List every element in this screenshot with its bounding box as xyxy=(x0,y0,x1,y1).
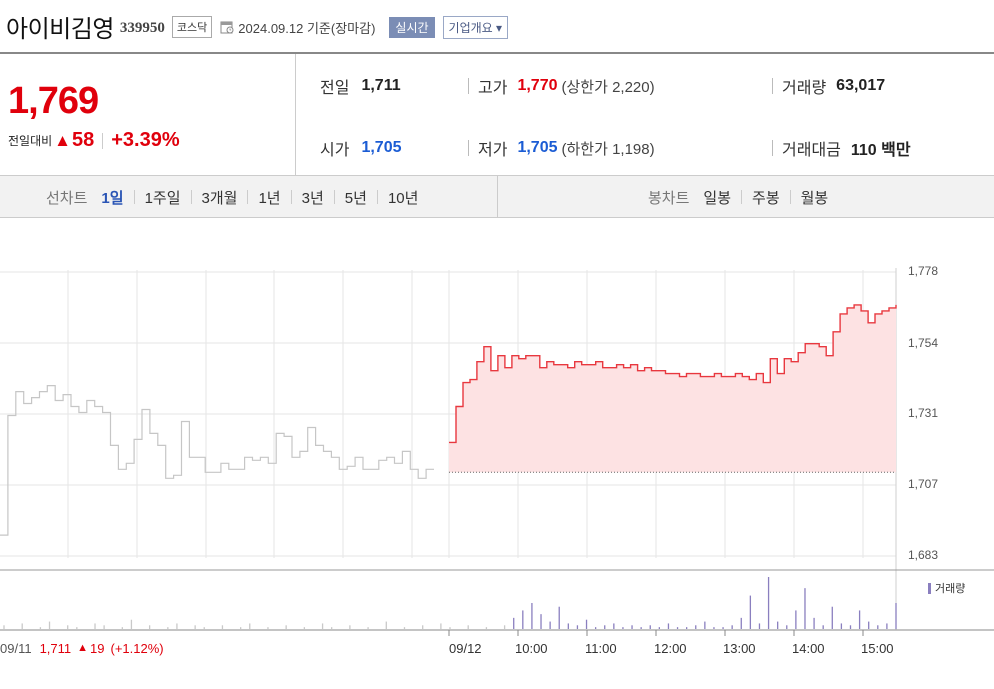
current-price: 1,769 xyxy=(8,80,99,122)
stock-name: 아이비김영 xyxy=(6,15,114,43)
tab-1w[interactable]: 1주일 xyxy=(144,189,181,207)
price-chart: 1,778 1,754 1,731 1,707 1,683 거래량 09/11 … xyxy=(0,218,994,689)
tab-1y[interactable]: 1년 xyxy=(258,189,281,207)
candle-chart-title: 봉차트 xyxy=(648,189,690,207)
stock-code: 339950 xyxy=(119,19,165,36)
tab-separator xyxy=(789,190,791,204)
change-percent: +3.39% xyxy=(111,129,180,151)
realtime-button[interactable]: 실시간 xyxy=(389,16,435,38)
tab-separator xyxy=(333,190,335,204)
prev-day-change: 19 xyxy=(90,641,105,656)
cell-divider xyxy=(468,140,469,156)
today-area xyxy=(449,304,896,473)
stock-header: 아이비김영 339950 코스닥 2024.09.12 기준(장마감) 실시간 … xyxy=(0,0,994,52)
x-tick-label: 13:00 xyxy=(723,641,756,656)
x-tick-label: 11:00 xyxy=(585,641,617,656)
tab-3m[interactable]: 3개월 xyxy=(201,189,238,207)
high-value: 1,770 xyxy=(517,77,558,94)
company-info-dropdown[interactable]: 기업개요 ▾ xyxy=(442,15,509,39)
prev-day-change-pct: (+1.12%) xyxy=(110,641,164,656)
open-label: 시가 xyxy=(320,142,350,159)
cell-divider xyxy=(772,78,773,94)
prev-day-line xyxy=(0,385,434,536)
upper-limit: (상한가 2,220) xyxy=(561,78,655,96)
x-tick-label: 12:00 xyxy=(654,641,687,656)
y-tick-label: 1,683 xyxy=(908,548,939,562)
trade-value-cell: 거래대금 110 백만 xyxy=(782,136,911,160)
tab-separator xyxy=(190,190,192,204)
price-change: 전일대비 ▲ 58 +3.39% xyxy=(8,129,180,152)
candle-chart-tabs: 봉차트 일봉 주봉 월봉 xyxy=(648,176,828,218)
tab-separator xyxy=(290,190,292,204)
tab-3y[interactable]: 3년 xyxy=(301,189,324,207)
x-tick-label: 14:00 xyxy=(792,641,825,656)
low-cell: 저가 1,705 (하한가 1,198) xyxy=(478,136,655,160)
tab-10y[interactable]: 10년 xyxy=(387,189,419,207)
low-label: 저가 xyxy=(478,142,508,159)
up-arrow-icon: ▲ xyxy=(77,642,89,654)
prev-day-date: 09/11 xyxy=(0,641,32,656)
today-line xyxy=(449,304,897,444)
change-divider xyxy=(102,132,104,149)
low-value: 1,705 xyxy=(517,139,558,156)
tab-separator xyxy=(133,190,135,204)
prev-day-summary: 09/11 1,711 ▲ 19 (+1.12%) xyxy=(0,641,164,656)
calendar-icon xyxy=(220,21,234,34)
volume-cell: 거래량 63,017 xyxy=(782,74,885,98)
prev-day-close: 1,711 xyxy=(39,641,72,656)
change-value: 58 xyxy=(72,129,95,151)
trade-value-label: 거래대금 xyxy=(782,142,841,159)
volume-value: 63,017 xyxy=(836,77,886,94)
chart-canvas xyxy=(0,268,994,636)
y-tick-label: 1,778 xyxy=(908,264,939,278)
chart-range-tabs: 선차트 1일 1주일 3개월 1년 3년 5년 10년 봉차트 일봉 주봉 월봉 xyxy=(0,176,994,218)
lower-limit: (하한가 1,198) xyxy=(561,140,655,158)
line-chart-tabs: 선차트 1일 1주일 3개월 1년 3년 5년 10년 xyxy=(46,176,418,218)
date-basis: 2024.09.12 기준(장마감) xyxy=(238,20,376,36)
cell-divider xyxy=(772,140,773,156)
y-tick-label: 1,754 xyxy=(908,336,939,350)
y-tick-label: 1,731 xyxy=(908,406,939,420)
tab-daily[interactable]: 일봉 xyxy=(703,189,732,207)
tab-weekly[interactable]: 주봉 xyxy=(752,189,780,207)
tab-5y[interactable]: 5년 xyxy=(344,189,367,207)
change-label: 전일대비 xyxy=(8,134,53,148)
volume-legend-swatch xyxy=(928,582,931,594)
x-tick-label: 10:00 xyxy=(515,641,548,656)
quote-panel: 1,769 전일대비 ▲ 58 +3.39% 전일 1,711 시가 1,705… xyxy=(0,52,994,176)
line-chart-title: 선차트 xyxy=(46,189,88,207)
high-cell: 고가 1,770 (상한가 2,220) xyxy=(478,74,655,98)
tab-separator xyxy=(741,190,743,204)
volume-label: 거래량 xyxy=(782,80,827,97)
up-arrow-icon: ▲ xyxy=(54,130,71,150)
tabs-divider xyxy=(497,176,498,218)
tab-1d[interactable]: 1일 xyxy=(101,189,124,207)
high-label: 고가 xyxy=(478,80,508,97)
volume-legend-label: 거래량 xyxy=(935,583,966,595)
x-tick-label: 09/12 xyxy=(449,641,482,656)
prev-close-label: 전일 xyxy=(320,80,350,97)
tab-separator xyxy=(376,190,378,204)
prev-close-cell: 전일 1,711 xyxy=(320,74,401,98)
current-price-box: 1,769 전일대비 ▲ 58 +3.39% xyxy=(0,54,296,176)
volume-legend: 거래량 xyxy=(928,580,965,596)
y-tick-label: 1,707 xyxy=(908,477,939,491)
trade-value: 110 백만 xyxy=(850,142,911,159)
prev-close-value: 1,711 xyxy=(361,77,401,94)
tab-monthly[interactable]: 월봉 xyxy=(800,189,829,207)
market-badge: 코스닥 xyxy=(171,16,213,38)
cell-divider xyxy=(468,78,469,94)
x-tick-label: 15:00 xyxy=(861,641,894,656)
open-cell: 시가 1,705 xyxy=(320,136,402,160)
tab-separator xyxy=(247,190,249,204)
open-value: 1,705 xyxy=(361,139,402,156)
